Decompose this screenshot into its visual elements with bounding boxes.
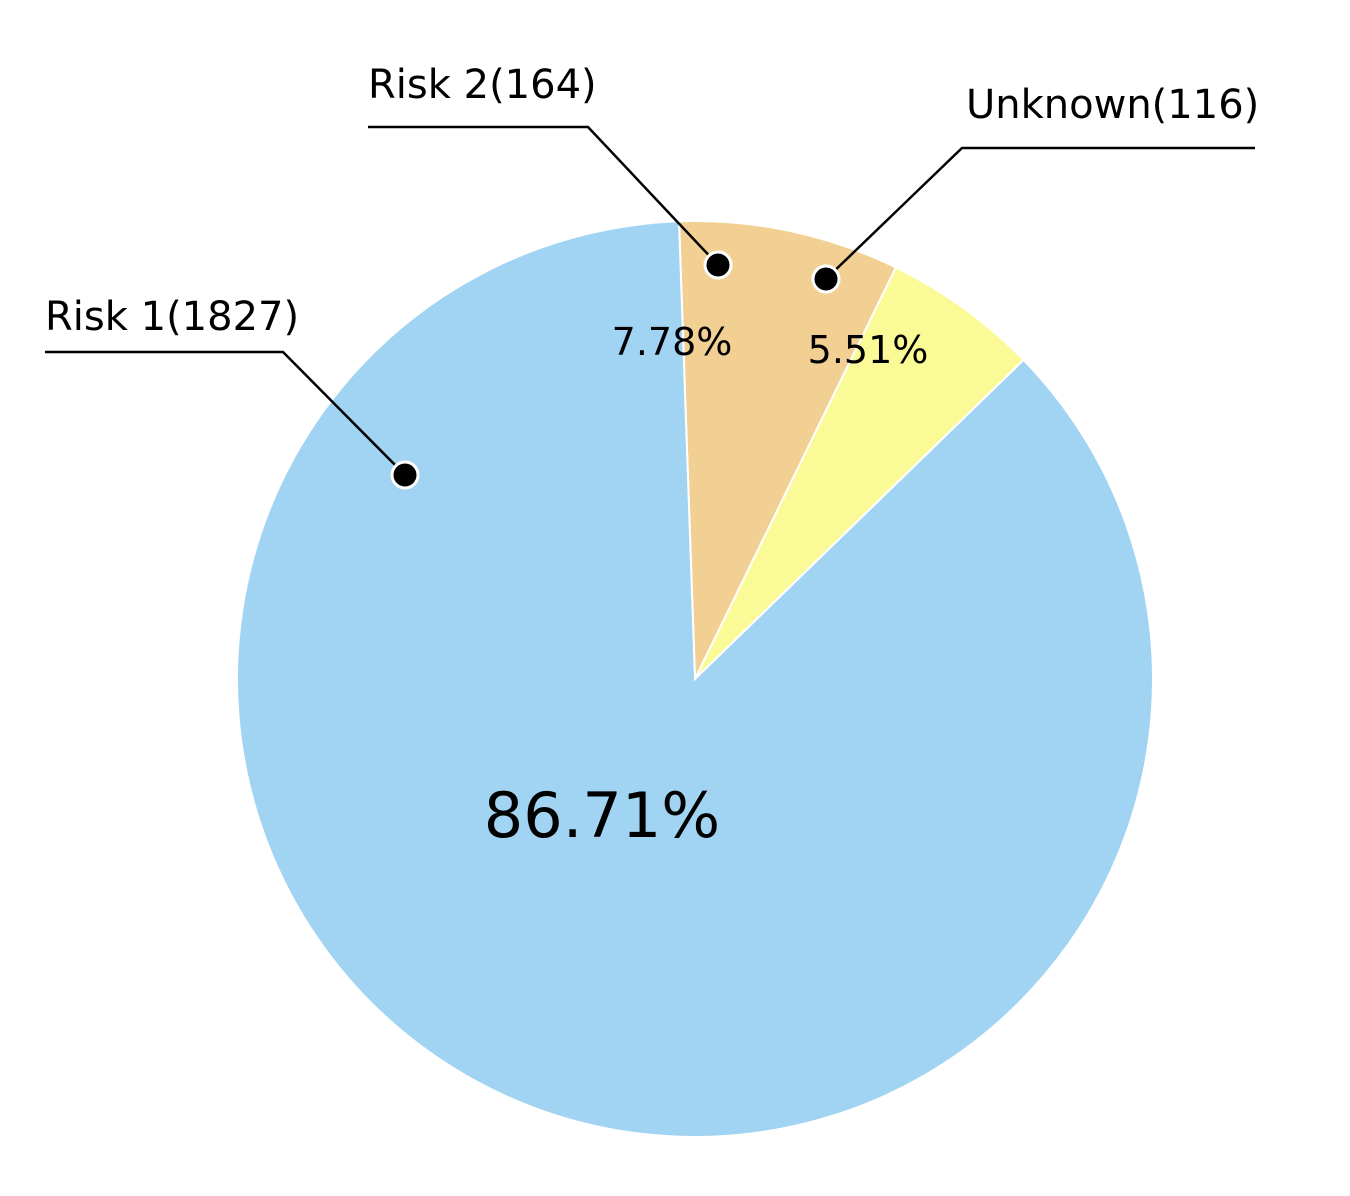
leader-label-unknown: Unknown(116)	[966, 82, 1259, 128]
leader-line-unknown	[825, 146, 1255, 280]
pie-slices	[236, 220, 1154, 1138]
leader-label-risk-1: Risk 1(1827)	[45, 294, 299, 340]
leader-dot-risk-2	[703, 250, 733, 280]
pie-slice-unknown	[694, 266, 1025, 680]
pie-slice-risk-1	[236, 220, 1154, 1138]
pie-slice-risk-2	[677, 220, 898, 680]
slice-percent-risk-2: 7.78%	[612, 320, 733, 364]
leader-dot-unknown	[811, 264, 841, 294]
slice-percent-risk-1: 86.71%	[484, 779, 720, 852]
leader-dot-risk-1	[390, 460, 420, 490]
slice-percent-unknown: 5.51%	[808, 328, 929, 372]
leader-line-risk-2	[368, 125, 719, 266]
leader-lines	[45, 125, 1255, 490]
leader-label-risk-2: Risk 2(164)	[368, 62, 597, 108]
leader-line-risk-1	[45, 350, 406, 476]
